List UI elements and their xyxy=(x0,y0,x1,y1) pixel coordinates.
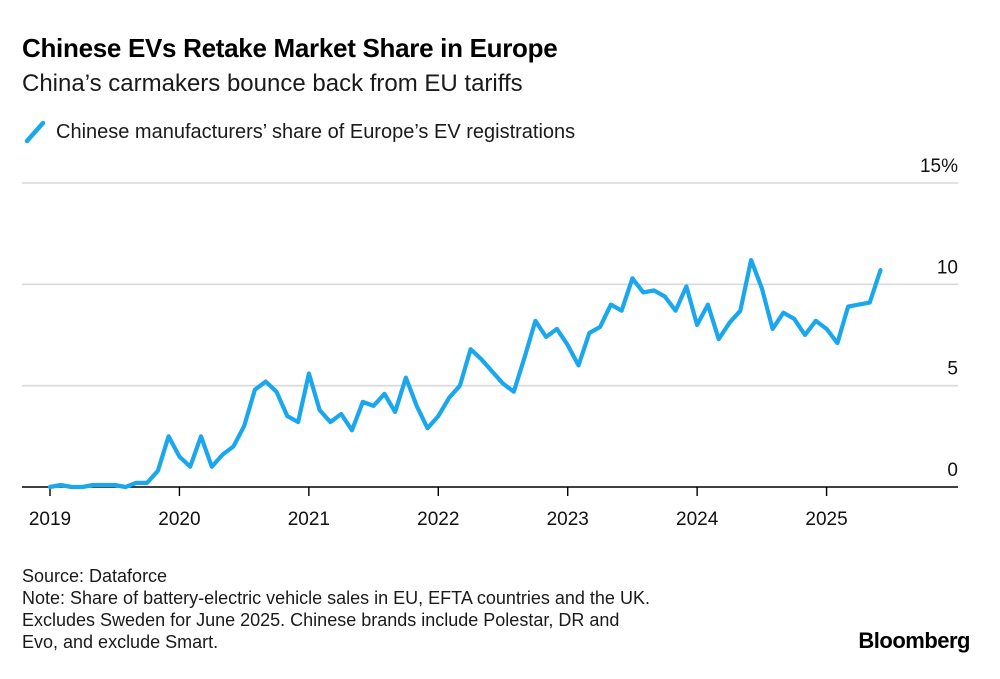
x-tick-label: 2019 xyxy=(29,509,71,530)
series-line xyxy=(47,257,883,490)
y-tick-label: 5 xyxy=(947,359,958,380)
x-tick-label: 2020 xyxy=(158,509,200,530)
series-layer xyxy=(47,257,883,490)
y-tick-label: 0 xyxy=(947,460,958,481)
x-tick-label: 2021 xyxy=(288,509,330,530)
legend: Chinese manufacturers’ share of Europe’s… xyxy=(22,119,575,145)
source-note: Source: Dataforce xyxy=(22,566,168,586)
chart-subtitle: China’s carmakers bounce back from EU ta… xyxy=(22,70,523,97)
x-tick-label: 2025 xyxy=(805,509,847,530)
note-line: Evo, and exclude Smart. xyxy=(22,632,219,652)
bloomberg-logo: Bloomberg xyxy=(858,628,970,653)
gridlines xyxy=(22,182,958,387)
chart-footer: Source: Dataforce Note: Share of battery… xyxy=(22,565,822,653)
x-tick-label: 2022 xyxy=(417,509,459,530)
note-line: Excludes Sweden for June 2025. Chinese b… xyxy=(22,610,620,630)
x-axis xyxy=(22,486,958,496)
legend-line-icon xyxy=(24,120,46,144)
note-line: Note: Share of battery-electric vehicle … xyxy=(22,588,650,608)
legend-label: Chinese manufacturers’ share of Europe’s… xyxy=(56,120,576,143)
x-tick-label: 2024 xyxy=(676,509,719,530)
y-tick-label: 10 xyxy=(937,257,958,278)
y-axis-labels: 0 5 10 15% xyxy=(920,156,958,481)
chart-title: Chinese EVs Retake Market Share in Europ… xyxy=(22,33,558,63)
y-tick-label: 15% xyxy=(920,156,958,177)
x-tick-label: 2023 xyxy=(547,509,589,530)
x-axis-labels: 2019 2020 2021 2022 2023 2024 2025 xyxy=(29,509,848,530)
